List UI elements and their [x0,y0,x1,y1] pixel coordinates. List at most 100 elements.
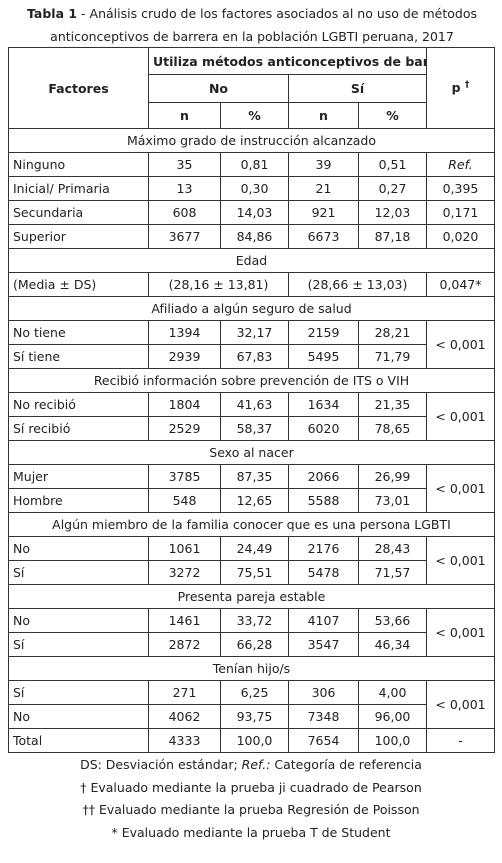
cell: 0,047* [426,272,495,297]
cell: 58,37 [220,416,289,441]
row-label: Secundaria [8,200,149,225]
row-label: Sí recibió [8,416,149,441]
cell: 5588 [288,488,359,513]
cell: 12,65 [220,488,289,513]
row-label: No [8,608,149,633]
section-title: Edad [8,248,495,273]
p-value: < 0,001 [426,464,495,513]
section-title: Tenían hijo/s [8,656,495,681]
cell: 4333 [148,728,221,753]
row-label: Mujer [8,464,149,489]
cell: 13 [148,176,221,201]
data-row: Sí 3272 75,51 5478 71,57 [8,560,495,585]
cell: 26,99 [358,464,427,489]
cell: 100,0 [220,728,289,753]
footnote: DS: Desviación estándar; Ref.: Categoría… [0,754,502,777]
p-value: < 0,001 [426,536,495,585]
cell: 100,0 [358,728,427,753]
cell: 39 [288,152,359,177]
data-row: Inicial/ Primaria 13 0,30 21 0,27 0,395 [8,176,495,201]
cell: 71,79 [358,344,427,369]
cell: 46,34 [358,632,427,657]
cell: 2066 [288,464,359,489]
cell: 21,35 [358,392,427,417]
table-body: Máximo grado de instrucción alcanzado Nin… [8,128,495,753]
cell: 0,30 [220,176,289,201]
header-cell: n [288,102,359,129]
section-row: Algún miembro de la familia conocer que … [8,512,495,537]
footnotes: DS: Desviación estándar; Ref.: Categoría… [0,754,502,844]
footnote: * Evaluado mediante la prueba T de Stude… [111,824,391,840]
cell: 4,00 [358,680,427,705]
row-label: Total [8,728,149,753]
header-cell: No [148,74,289,103]
section-row: Edad [8,248,495,273]
cell: 71,57 [358,560,427,585]
data-row: Hombre 548 12,65 5588 73,01 [8,488,495,513]
section-row: Presenta pareja estable [8,584,495,609]
row-label: No tiene [8,320,149,345]
cell: 24,49 [220,536,289,561]
cell: 21 [288,176,359,201]
cell: 33,72 [220,608,289,633]
header-cell: n [148,102,221,129]
cell: Ref. [426,152,495,177]
caption-label: Tabla 1 [26,6,78,21]
caption-text: - Análisis crudo de los factores asociad… [50,6,477,44]
cell: 96,00 [358,704,427,729]
section-title: Presenta pareja estable [8,584,495,609]
cell: (28,66 ± 13,03) [288,272,427,297]
cell: 32,17 [220,320,289,345]
footnote: †† Evaluado mediante la prueba Regresión… [82,802,420,817]
section-title: Afiliado a algún seguro de salud [8,296,495,321]
caption: Tabla 1 - Análisis crudo de los factores… [0,0,502,47]
cell: 14,03 [220,200,289,225]
data-row: Mujer 3785 87,35 2066 26,99 < 0,001 [8,464,495,513]
cell: 41,63 [220,392,289,417]
cell: 0,27 [358,176,427,201]
cell: 1061 [148,536,221,561]
row-label: Ninguno [8,152,149,177]
table-header: Factores Utiliza métodos anticonceptivos … [8,47,495,129]
data-row: (Media ± DS) (28,16 ± 13,81) (28,66 ± 13,0… [8,272,495,297]
cell: 2159 [288,320,359,345]
cell: 0,51 [358,152,427,177]
cell: 2872 [148,632,221,657]
cell: 921 [288,200,359,225]
cell: 84,86 [220,224,289,249]
cell: 3547 [288,632,359,657]
row-label: Sí [8,632,149,657]
cell: 2939 [148,344,221,369]
cell: 28,21 [358,320,427,345]
footnote-text: Ref.: [241,757,271,772]
data-row: Sí 271 6,25 306 4,00 < 0,001 [8,680,495,729]
cell: 7654 [288,728,359,753]
cell: 4107 [288,608,359,633]
cell: 3785 [148,464,221,489]
data-row: Sí 2872 66,28 3547 46,34 [8,632,495,657]
data-row: Sí recibió 2529 58,37 6020 78,65 [8,416,495,441]
data-row: Ninguno 35 0,81 39 0,51 Ref. [8,152,495,177]
cell: 608 [148,200,221,225]
cell: 75,51 [220,560,289,585]
row-label: Sí [8,560,149,585]
cell: 66,28 [220,632,289,657]
cell: 1394 [148,320,221,345]
header-cell: % [220,102,289,129]
cell: 67,83 [220,344,289,369]
data-row: No tiene 1394 32,17 2159 28,21 < 0,001 [8,320,495,369]
data-row: Superior 3677 84,86 6673 87,18 0,020 [8,224,495,249]
header-p: p [451,80,461,96]
cell: 2529 [148,416,221,441]
section-title: Máximo grado de instrucción alcanzado [8,128,495,153]
section-title: Algún miembro de la familia conocer que … [8,512,495,537]
section-title: Sexo al nacer [8,440,495,465]
header-cell: Utiliza métodos anticonceptivos de barre… [148,47,427,75]
cell: 93,75 [220,704,289,729]
data-row: Sí tiene 2939 67,83 5495 71,79 [8,344,495,369]
cell: 5495 [288,344,359,369]
cell: 6,25 [220,680,289,705]
cell: 0,81 [220,152,289,177]
cell: 6673 [288,224,359,249]
cell: 3272 [148,560,221,585]
